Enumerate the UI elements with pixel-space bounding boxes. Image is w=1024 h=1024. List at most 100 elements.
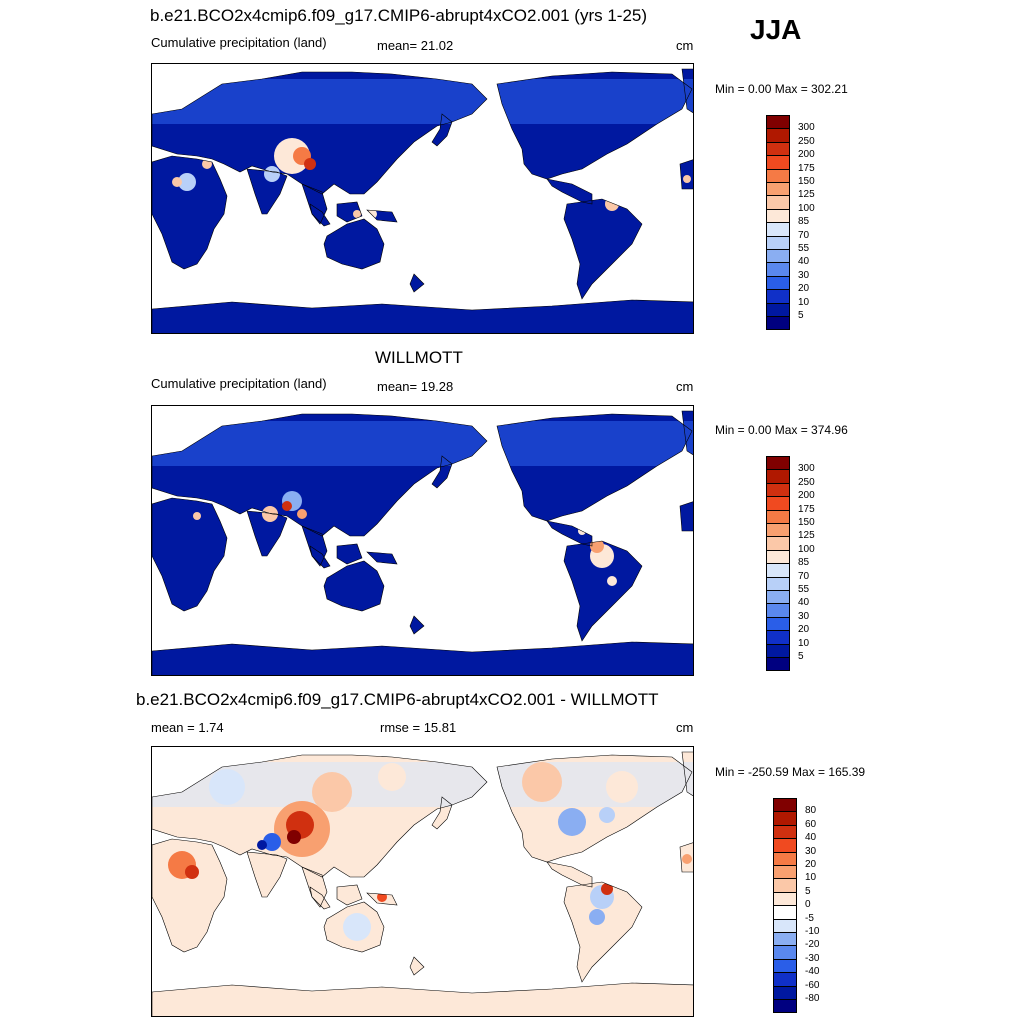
colorbar-swatch [766, 262, 790, 277]
colorbar-swatch [766, 657, 790, 672]
coastline [301, 183, 328, 225]
colorbar-swatch [766, 482, 790, 498]
colorbar-swatch [766, 469, 790, 484]
field-shading [152, 421, 693, 466]
coastline [309, 886, 331, 910]
landmass-antarctica [152, 983, 693, 1016]
coastline [323, 901, 385, 953]
coastline [563, 198, 643, 300]
landmass-borneo [337, 885, 362, 905]
panel1-map [151, 63, 694, 334]
landmass-camerica [547, 521, 592, 546]
field-patch [282, 501, 292, 511]
panel2-title: WILLMOTT [375, 348, 463, 367]
panel3-units: cm [676, 720, 694, 735]
coastline [546, 861, 593, 888]
field-patch [378, 763, 406, 791]
colorbar-label: 40 [798, 256, 810, 268]
field-patch [607, 576, 617, 586]
panel3-mean: mean = 1.74 [151, 720, 224, 735]
colorbar-swatch [773, 811, 797, 826]
colorbar-label: -10 [805, 926, 820, 937]
colorbar-swatch [766, 616, 790, 632]
coastline [366, 209, 398, 223]
colorbar-swatch [766, 630, 790, 645]
coastline [301, 525, 328, 567]
colorbar-label: 10 [805, 872, 817, 884]
coastline [301, 866, 328, 908]
landmass-png [367, 552, 397, 564]
season-label: JJA [750, 14, 802, 45]
field-patch [263, 833, 281, 851]
colorbar-label: 40 [798, 597, 810, 609]
field-patch [605, 197, 619, 211]
colorbar-swatch [773, 985, 797, 1000]
colorbar-label: 30 [798, 610, 810, 622]
colorbar-swatch [766, 275, 790, 291]
field-patch [343, 913, 371, 941]
coastline [336, 884, 363, 906]
landmass-nz [410, 274, 424, 292]
colorbar-swatch [773, 798, 797, 813]
colorbar-label: -30 [805, 952, 820, 964]
panel2-variable-label: Cumulative precipitation (land) [151, 376, 327, 391]
colorbar-label: 150 [798, 517, 815, 528]
coastline [563, 540, 643, 642]
field-patch [178, 173, 196, 191]
coastline [152, 299, 693, 333]
coastline [309, 203, 331, 227]
colorbar-swatch [766, 168, 790, 183]
landmass-samerica [564, 541, 642, 641]
landmass-africa [152, 498, 227, 611]
coastline [152, 641, 693, 675]
panel2-units: cm [676, 379, 694, 394]
landmass-sumatra [310, 546, 330, 568]
colorbar-label: 300 [798, 463, 815, 475]
coastline [409, 615, 425, 635]
colorbar-swatch [773, 958, 797, 974]
landmass-africa [152, 156, 227, 269]
landmass-samerica [564, 882, 642, 982]
coastline [323, 560, 385, 612]
panel1-units: cm [676, 38, 694, 53]
colorbar-swatch [766, 590, 790, 605]
colorbar-label: 30 [798, 269, 810, 281]
coastline [431, 455, 453, 489]
colorbar-swatch [766, 536, 790, 551]
field-patch [297, 509, 307, 519]
field-patch [185, 865, 199, 879]
field-patch [262, 506, 278, 522]
coastline [431, 113, 453, 147]
colorbar-label: 150 [798, 176, 815, 187]
colorbar-label: 175 [798, 162, 815, 174]
colorbar-label: 250 [798, 135, 815, 147]
colorbar-swatch [773, 851, 797, 866]
field-patch [193, 512, 201, 520]
field-patch [599, 807, 615, 823]
landmass-camerica [547, 862, 592, 887]
colorbar-swatch [766, 563, 790, 578]
field-patch [172, 177, 182, 187]
colorbar-label: 55 [798, 243, 810, 254]
field-patch [264, 166, 280, 182]
panel1-variable-label: Cumulative precipitation (land) [151, 35, 327, 50]
coastline [496, 413, 693, 522]
colorbar-swatch [766, 316, 790, 331]
panel3-rmse: rmse = 15.81 [380, 720, 457, 735]
coastline [546, 520, 593, 547]
colorbar-swatch [773, 905, 797, 920]
colorbar-swatch [766, 128, 790, 143]
coastline [366, 551, 398, 565]
coastline [366, 892, 398, 906]
coastline [152, 982, 693, 1016]
landmass-africa-east-edge [680, 501, 693, 531]
coastline [431, 796, 453, 830]
colorbar-swatch [766, 182, 790, 197]
field-patch [586, 170, 598, 182]
field-patch [377, 892, 387, 902]
coastline [496, 71, 693, 180]
landmass-borneo [337, 544, 362, 564]
colorbar-label: 40 [805, 832, 817, 844]
landmass-sumatra [310, 204, 330, 226]
colorbar-label: 5 [798, 310, 804, 321]
